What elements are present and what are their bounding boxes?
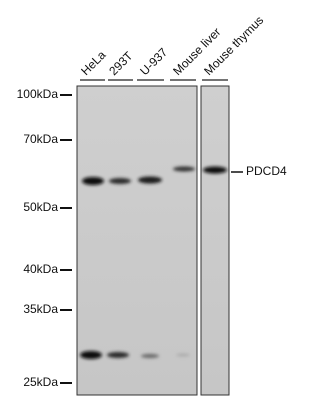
marker-label: 25kDa xyxy=(23,375,58,389)
marker-label: 35kDa xyxy=(23,302,58,316)
lane-label: 293T xyxy=(106,48,136,78)
target-label: PDCD4 xyxy=(246,164,287,178)
marker-label: 50kDa xyxy=(23,200,58,214)
blot-panel xyxy=(200,85,230,396)
blot-panel xyxy=(76,85,198,396)
marker-label: 100kDa xyxy=(17,87,59,101)
marker-label: 70kDa xyxy=(23,132,58,146)
marker-label: 40kDa xyxy=(23,262,58,276)
western-blot: 100kDa 70kDa 50kDa 40kDa 35kDa 25kDa HeL… xyxy=(17,13,287,396)
bands xyxy=(80,166,227,359)
lane-label: HeLa xyxy=(78,48,108,78)
marker-ticks xyxy=(60,94,72,384)
lane-label: U-937 xyxy=(137,45,170,78)
